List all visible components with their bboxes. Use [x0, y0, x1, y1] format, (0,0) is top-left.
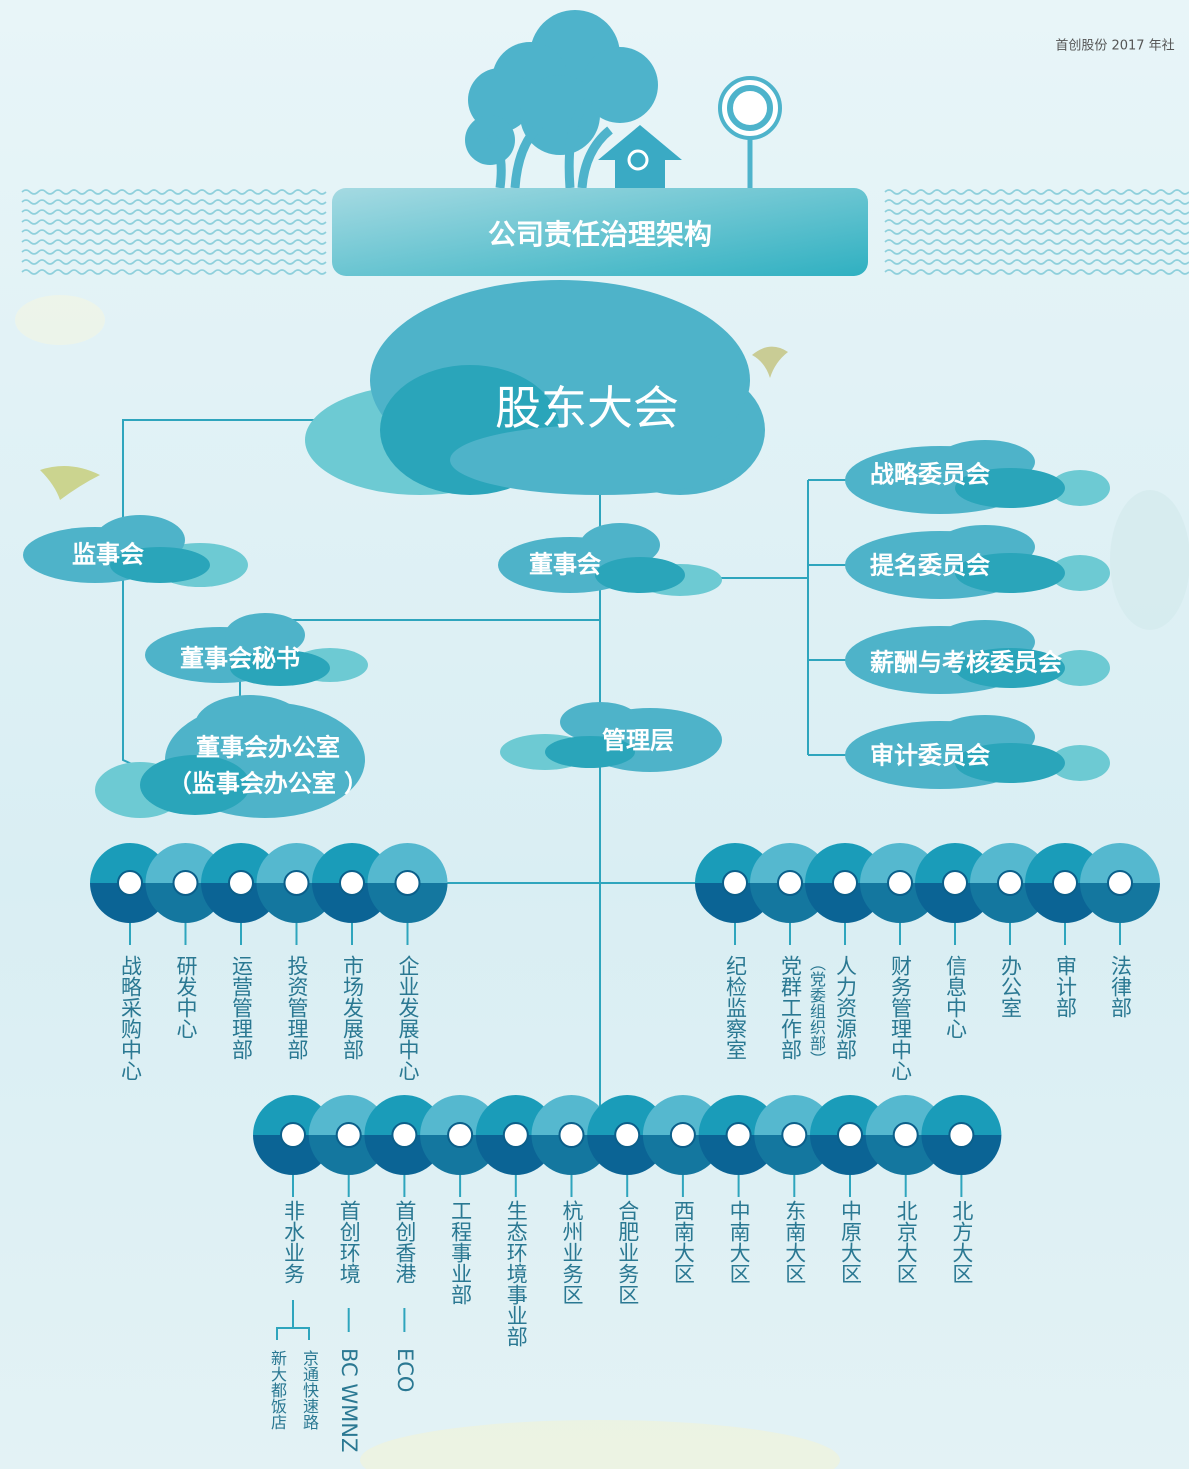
- business-unit: 首创香港: [394, 1200, 415, 1284]
- ring-hole: [281, 1123, 305, 1147]
- ring-hole: [340, 871, 364, 895]
- department: 战略采购中心: [120, 955, 141, 1081]
- node-management: 管理层: [602, 721, 674, 756]
- ring-hole: [1053, 871, 1077, 895]
- node-secretary: 董事会秘书: [180, 639, 300, 674]
- wave: [22, 210, 326, 214]
- wave: [22, 200, 326, 204]
- ring-hole: [778, 871, 802, 895]
- committee: 提名委员会: [870, 546, 990, 581]
- wave: [22, 250, 326, 254]
- ring: [921, 1095, 1001, 1197]
- node-board: 董事会: [529, 545, 601, 580]
- ring-hole: [943, 871, 967, 895]
- ring-hole: [396, 871, 420, 895]
- business-unit: 首创环境: [338, 1200, 359, 1284]
- ring-hole: [174, 871, 198, 895]
- sub-unit: ECO: [394, 1348, 415, 1392]
- wave: [885, 200, 1189, 204]
- wave: [885, 190, 1189, 194]
- committee: 战略委员会: [870, 455, 990, 490]
- ring-hole: [615, 1123, 639, 1147]
- node-shareholders: 股东大会: [495, 372, 679, 438]
- wave: [885, 260, 1189, 264]
- department: 运营管理部: [231, 955, 252, 1060]
- ring-hole: [337, 1123, 361, 1147]
- wave: [885, 240, 1189, 244]
- ring-hole: [833, 871, 857, 895]
- department: 研发中心: [175, 955, 196, 1039]
- business-unit: 生态环境事业部: [505, 1200, 526, 1347]
- business-unit: 北京大区: [895, 1200, 916, 1284]
- wave: [885, 220, 1189, 224]
- business-unit: 合肥业务区: [617, 1200, 638, 1305]
- ring-hole: [727, 1123, 751, 1147]
- department: 市场发展部: [342, 955, 363, 1060]
- ring-hole: [392, 1123, 416, 1147]
- wave: [22, 190, 326, 194]
- department: 投资管理部: [286, 955, 307, 1060]
- business-unit: 杭州业务区: [561, 1200, 582, 1305]
- ring-hole: [118, 871, 142, 895]
- ring-hole: [671, 1123, 695, 1147]
- sub-unit: 新大都饭店: [269, 1350, 285, 1430]
- ring: [368, 843, 448, 945]
- department: 审计部: [1055, 955, 1076, 1018]
- title: 公司责任治理架构: [488, 213, 712, 253]
- ring-hole: [998, 871, 1022, 895]
- ring-hole: [949, 1123, 973, 1147]
- wave: [22, 240, 326, 244]
- department: 财务管理中心: [890, 955, 911, 1081]
- sub-unit: BC WMNZ: [338, 1348, 359, 1452]
- business-unit: 西南大区: [672, 1200, 693, 1284]
- ring-hole: [782, 1123, 806, 1147]
- business-unit: 工程事业部: [450, 1200, 471, 1305]
- wave: [885, 270, 1189, 274]
- ring-hole: [838, 1123, 862, 1147]
- department-note: （党委组织部）: [808, 955, 824, 1067]
- ring-hole: [448, 1123, 472, 1147]
- business-unit: 北方大区: [951, 1200, 972, 1284]
- committee: 薪酬与考核委员会: [870, 643, 1062, 678]
- wave: [885, 210, 1189, 214]
- node-board-office: （监事会办公室 ）: [168, 764, 368, 799]
- department: 办公室: [1000, 955, 1021, 1018]
- node-supervisors: 监事会: [72, 535, 144, 570]
- business-unit: 中南大区: [728, 1200, 749, 1284]
- ring-hole: [285, 871, 309, 895]
- department: 信息中心: [945, 955, 966, 1039]
- business-unit: 东南大区: [784, 1200, 805, 1284]
- ring-hole: [888, 871, 912, 895]
- department: 人力资源部: [835, 955, 856, 1060]
- ring-hole: [229, 871, 253, 895]
- cloud-part: [595, 557, 685, 593]
- ring-hole: [1108, 871, 1132, 895]
- ring: [1080, 843, 1160, 945]
- ring-hole: [560, 1123, 584, 1147]
- wave: [22, 230, 326, 234]
- node-board-office: 董事会办公室: [196, 728, 340, 763]
- committee: 审计委员会: [870, 736, 990, 771]
- department: 纪检监察室: [725, 955, 746, 1060]
- sub-unit: 京通快速路: [301, 1350, 317, 1430]
- business-unit: 非水业务: [283, 1200, 304, 1284]
- ring-hole: [723, 871, 747, 895]
- wave: [22, 270, 326, 274]
- department: 法律部: [1110, 955, 1131, 1018]
- wave: [22, 220, 326, 224]
- page: 首创股份 2017 年社 公司责任治理架构 股东大会 监事会 董事会 董事会秘书…: [0, 0, 1189, 1469]
- report-header: 首创股份 2017 年社: [1055, 35, 1174, 54]
- ring-hole: [894, 1123, 918, 1147]
- wave: [22, 260, 326, 264]
- business-unit: 中原大区: [840, 1200, 861, 1284]
- department: 党群工作部: [780, 955, 801, 1060]
- wave: [885, 250, 1189, 254]
- sub-bracket: [277, 1300, 309, 1340]
- ring-hole: [504, 1123, 528, 1147]
- wave: [885, 230, 1189, 234]
- department: 企业发展中心: [397, 955, 418, 1081]
